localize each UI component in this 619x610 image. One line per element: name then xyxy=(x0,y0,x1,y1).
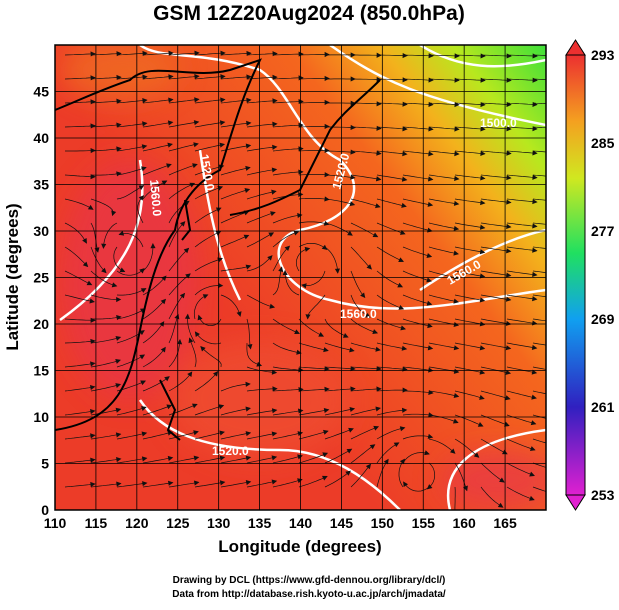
stream-arrow xyxy=(558,345,562,349)
stream-arrow xyxy=(559,224,563,228)
colorbar-tick-label: 253 xyxy=(591,487,615,503)
stream-arrow xyxy=(559,78,563,82)
colorbar-tick-label: 293 xyxy=(591,47,615,63)
stream-arrow xyxy=(558,419,562,423)
x-tick-label: 165 xyxy=(493,515,517,531)
y-tick-label: 35 xyxy=(33,177,49,193)
colorbar-tick-label: 277 xyxy=(591,223,615,239)
x-tick-label: 160 xyxy=(452,515,476,531)
x-tick-label: 155 xyxy=(412,515,436,531)
y-tick-label: 45 xyxy=(33,84,49,100)
stream-arrow xyxy=(559,54,563,58)
title: GSM 12Z20Aug2024 (850.0hPa) xyxy=(153,2,465,25)
y-tick-label: 10 xyxy=(33,409,49,425)
contour-label: 1500.0 xyxy=(480,116,517,130)
x-tick-label: 145 xyxy=(330,515,354,531)
stream-arrow xyxy=(558,370,562,374)
x-tick-label: 120 xyxy=(125,515,149,531)
x-tick-label: 125 xyxy=(166,515,190,531)
stream-arrow xyxy=(559,102,563,106)
x-axis-label: Longitude (degrees) xyxy=(218,537,381,556)
credit: Drawing by DCL (https://www.gfd-dennou.o… xyxy=(173,575,446,586)
y-tick-label: 15 xyxy=(33,363,49,379)
stream-arrow xyxy=(559,199,563,203)
stream-arrow xyxy=(559,175,563,179)
map-field xyxy=(55,40,563,517)
y-tick-label: 0 xyxy=(41,502,49,518)
y-tick-label: 5 xyxy=(41,456,49,472)
y-axis-label: Latitude (degrees) xyxy=(3,203,22,350)
stream-arrow xyxy=(558,444,562,448)
x-tick-label: 115 xyxy=(85,515,108,531)
x-tick-label: 140 xyxy=(289,515,313,531)
colorbar-bottom xyxy=(566,495,585,510)
y-tick-label: 30 xyxy=(33,223,49,239)
credit: Data from http://database.rish.kyoto-u.a… xyxy=(172,589,446,600)
streamline xyxy=(455,487,456,517)
y-tick-label: 40 xyxy=(33,130,49,146)
stream-arrow xyxy=(558,394,562,398)
stream-arrow xyxy=(558,321,562,325)
stream-arrow xyxy=(559,248,563,252)
y-tick-label: 20 xyxy=(33,316,49,332)
contour-label: 1560.0 xyxy=(340,307,377,321)
colorbar-tick-label: 285 xyxy=(591,135,615,151)
stream-arrow xyxy=(559,272,563,276)
x-tick-label: 130 xyxy=(207,515,231,531)
colorbar-tick-label: 269 xyxy=(591,311,615,327)
stream-arrow xyxy=(557,493,561,497)
stream-arrow xyxy=(559,127,563,131)
stream-arrow xyxy=(559,296,563,300)
y-tick-label: 25 xyxy=(33,270,49,286)
x-tick-label: 135 xyxy=(248,515,272,531)
colorbar-tick-label: 261 xyxy=(591,399,615,415)
contour-label: 1520.0 xyxy=(212,444,249,458)
colorbar-top xyxy=(566,40,585,55)
x-tick-label: 150 xyxy=(371,515,395,531)
stream-arrow xyxy=(557,469,561,473)
colorbar xyxy=(566,55,585,495)
stream-arrow xyxy=(559,151,563,155)
